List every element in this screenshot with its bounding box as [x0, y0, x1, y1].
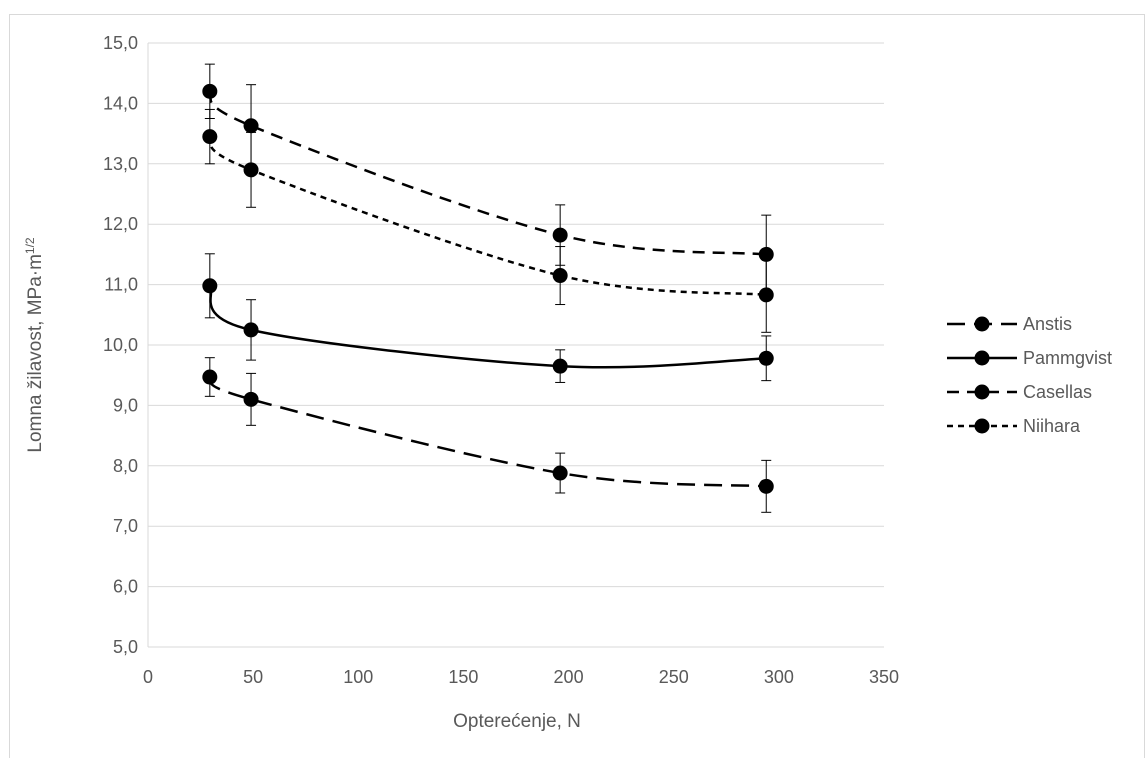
y-tick-label: 6,0 — [113, 577, 138, 597]
data-point — [758, 478, 774, 494]
data-point — [552, 268, 568, 284]
legend-item-niihara: Niihara — [947, 416, 1081, 436]
legend-item-anstis: Anstis — [947, 314, 1072, 334]
data-point — [552, 465, 568, 481]
legend-label: Casellas — [1023, 382, 1092, 402]
data-point — [202, 278, 218, 294]
y-axis-title-main: Lomna žilavost, MPa·m — [25, 254, 46, 453]
x-tick-label: 150 — [448, 667, 478, 687]
series-line — [209, 375, 767, 488]
series — [202, 63, 774, 513]
data-point — [552, 227, 568, 243]
series-line — [208, 284, 767, 369]
series-anstis — [202, 357, 774, 513]
x-tick-label: 200 — [554, 667, 584, 687]
y-tick-label: 10,0 — [103, 335, 138, 355]
x-tick-label: 300 — [764, 667, 794, 687]
data-point — [758, 287, 774, 303]
y-tick-label: 7,0 — [113, 516, 138, 536]
data-point — [243, 162, 259, 178]
y-tick-label: 5,0 — [113, 637, 138, 657]
data-point — [202, 83, 218, 99]
data-point — [202, 369, 218, 385]
x-tick-label: 100 — [343, 667, 373, 687]
y-axis-title-sup: 1/2 — [23, 237, 37, 254]
y-tick-label: 15,0 — [103, 33, 138, 53]
gridlines — [148, 42, 884, 588]
legend-label: Pammgvist — [1023, 348, 1112, 368]
x-tick-label: 250 — [659, 667, 689, 687]
data-point — [202, 129, 218, 145]
y-tick-label: 8,0 — [113, 456, 138, 476]
series-pammgvist — [202, 253, 774, 383]
legend-marker — [974, 316, 990, 332]
data-point — [243, 118, 259, 134]
legend-marker — [974, 384, 990, 400]
legend-marker — [974, 418, 990, 434]
x-tick-label: 350 — [869, 667, 899, 687]
data-point — [243, 391, 259, 407]
x-tick-label: 50 — [243, 667, 263, 687]
y-tick-label: 9,0 — [113, 395, 138, 415]
legend: Anstis Pammgvist Casellas Niihara — [947, 314, 1112, 436]
y-tick-label: 14,0 — [103, 93, 138, 113]
data-point — [758, 246, 774, 262]
y-axis-title: Lomna žilavost, MPa·m1/2 — [23, 237, 46, 453]
axes: 5,0 6,0 7,0 8,0 9,0 10,0 11,0 12,0 13,0 14,0 15,0 0… — [103, 33, 899, 687]
series-line — [208, 90, 767, 256]
y-tick-label: 12,0 — [103, 214, 138, 234]
x-tick-label: 0 — [143, 667, 153, 687]
data-point — [758, 350, 774, 366]
data-point — [243, 322, 259, 338]
y-tick-label: 13,0 — [103, 154, 138, 174]
legend-item-casellas: Casellas — [947, 382, 1092, 402]
x-axis-title: Opterećenje, N — [453, 711, 581, 732]
series-line — [208, 135, 767, 297]
legend-marker — [974, 350, 990, 366]
series-niihara — [202, 108, 774, 333]
legend-label: Anstis — [1023, 314, 1072, 334]
series-casellas — [202, 63, 774, 295]
legend-item-pammgvist: Pammgvist — [947, 348, 1112, 368]
chart-frame — [9, 14, 1145, 758]
data-point — [552, 358, 568, 374]
legend-label: Niihara — [1023, 416, 1081, 436]
y-tick-label: 11,0 — [104, 275, 138, 295]
